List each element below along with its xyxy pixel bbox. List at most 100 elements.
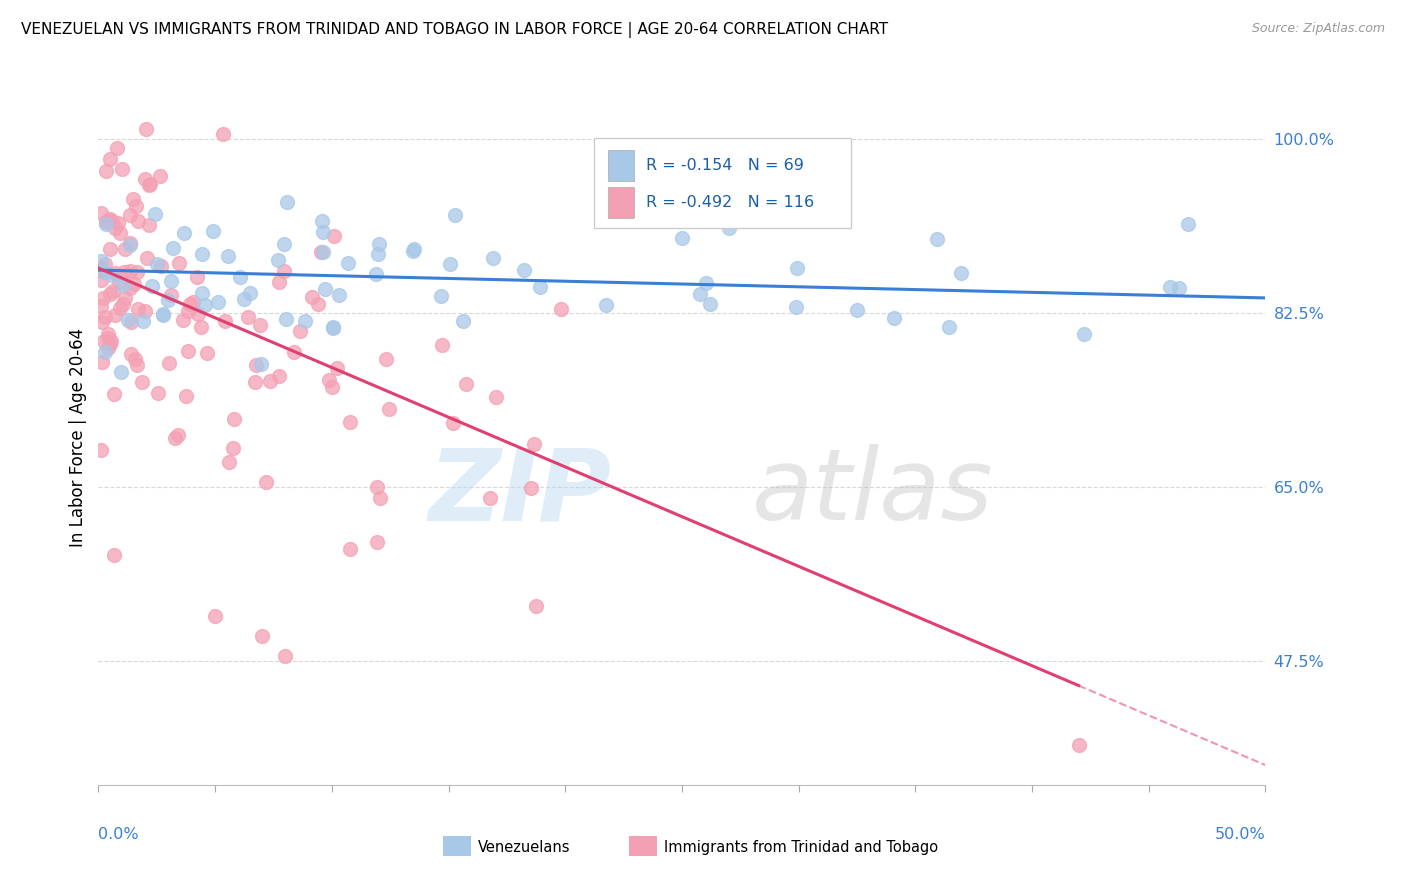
Point	[90, 206, 112, 220]
Point	[98, 287, 121, 301]
Point	[94, 215, 117, 229]
Point	[96, 213, 118, 227]
Point	[311, 214, 333, 228]
Point	[288, 324, 311, 338]
Point	[294, 314, 316, 328]
Point	[479, 491, 502, 505]
Point	[91, 315, 114, 329]
Point	[367, 247, 389, 261]
Point	[104, 308, 127, 322]
Point	[519, 481, 541, 495]
Point	[717, 221, 740, 235]
Point	[201, 224, 224, 238]
Point	[177, 344, 200, 359]
Y-axis label: In Labor Force | Age 20-64: In Labor Force | Age 20-64	[69, 327, 87, 547]
Point	[523, 437, 546, 451]
Point	[165, 431, 187, 445]
Point	[512, 263, 534, 277]
Point	[152, 307, 174, 321]
Point	[120, 347, 142, 361]
Point	[274, 312, 297, 326]
Point	[118, 208, 141, 222]
Point	[267, 275, 290, 289]
Point	[402, 242, 425, 256]
Point	[187, 307, 209, 321]
Point	[239, 286, 262, 301]
Point	[97, 331, 120, 345]
Point	[107, 216, 129, 230]
Point	[134, 304, 156, 318]
Point	[451, 313, 474, 327]
Point	[212, 128, 235, 142]
FancyBboxPatch shape	[595, 138, 851, 228]
Point	[229, 270, 252, 285]
Point	[93, 334, 115, 348]
Point	[114, 291, 136, 305]
Point	[249, 318, 271, 332]
Point	[368, 237, 391, 252]
Point	[152, 308, 174, 322]
Point	[90, 442, 112, 457]
Point	[443, 209, 465, 223]
Point	[111, 277, 134, 292]
Point	[162, 241, 184, 255]
Point	[179, 297, 201, 311]
Point	[134, 171, 156, 186]
Point	[183, 295, 205, 310]
Point	[236, 310, 259, 325]
Point	[103, 220, 125, 235]
Point	[949, 266, 972, 280]
Point	[311, 225, 333, 239]
Point	[117, 312, 139, 326]
Point	[124, 351, 146, 366]
Point	[190, 319, 212, 334]
Point	[1168, 280, 1191, 294]
FancyBboxPatch shape	[443, 837, 471, 856]
Point	[432, 337, 454, 351]
Point	[368, 491, 391, 506]
Text: atlas: atlas	[752, 444, 994, 541]
Point	[883, 311, 905, 326]
Point	[1159, 279, 1181, 293]
Point	[141, 279, 163, 293]
Point	[273, 264, 295, 278]
Point	[101, 284, 124, 298]
Point	[90, 263, 112, 277]
Point	[98, 211, 121, 226]
Point	[100, 268, 122, 282]
Point	[550, 301, 572, 316]
Text: 50.0%: 50.0%	[1215, 827, 1265, 842]
Point	[125, 358, 148, 372]
Point	[785, 300, 807, 314]
Point	[143, 206, 166, 220]
Point	[273, 237, 295, 252]
Point	[699, 297, 721, 311]
Text: VENEZUELAN VS IMMIGRANTS FROM TRINIDAD AND TOBAGO IN LABOR FORCE | AGE 20-64 COR: VENEZUELAN VS IMMIGRANTS FROM TRINIDAD A…	[21, 22, 889, 38]
Point	[283, 345, 305, 359]
Point	[454, 377, 477, 392]
Point	[191, 247, 214, 261]
Point	[366, 534, 388, 549]
Point	[120, 315, 142, 329]
Point	[204, 609, 226, 624]
Point	[1177, 217, 1199, 231]
Point	[254, 475, 277, 489]
Point	[195, 345, 218, 359]
Point	[90, 273, 112, 287]
Point	[157, 356, 180, 370]
Point	[938, 320, 960, 334]
Point	[259, 374, 281, 388]
Point	[93, 310, 115, 324]
Point	[125, 199, 148, 213]
Point	[595, 298, 617, 312]
Point	[441, 417, 464, 431]
Point	[485, 390, 508, 404]
Point	[90, 355, 112, 369]
Point	[110, 365, 132, 379]
Point	[233, 292, 256, 306]
Point	[108, 226, 131, 240]
Point	[91, 291, 114, 305]
Point	[671, 231, 693, 245]
Point	[337, 256, 360, 270]
Point	[267, 253, 290, 268]
